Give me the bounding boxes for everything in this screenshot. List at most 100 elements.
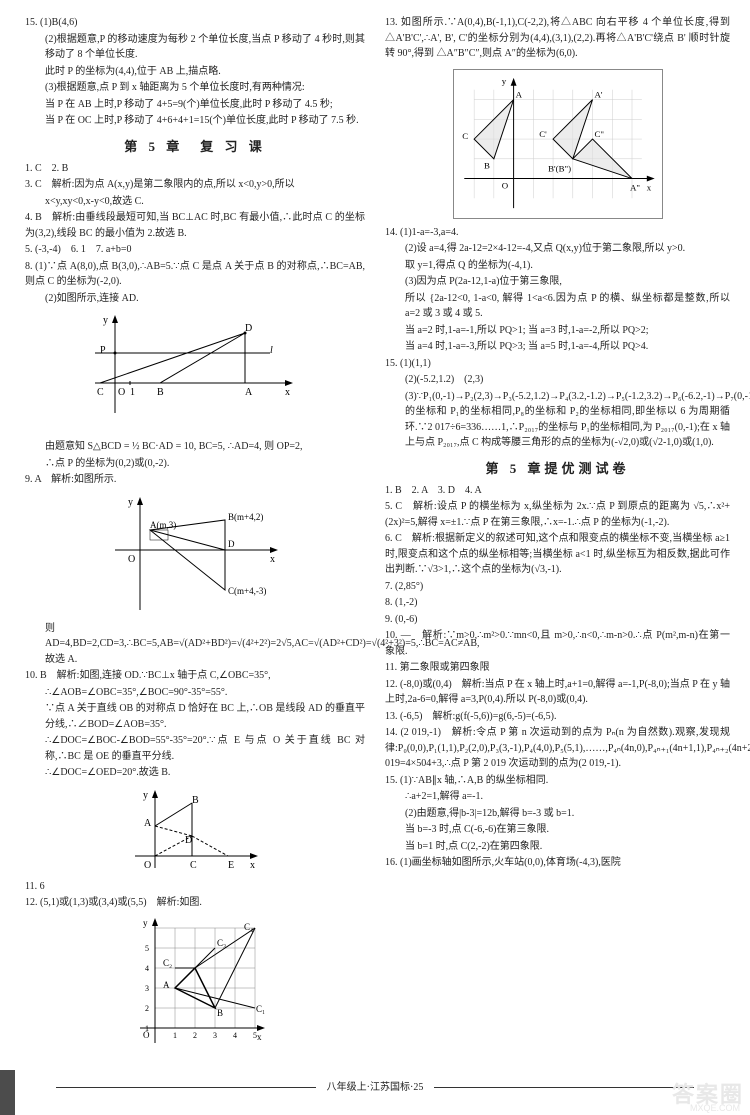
svg-text:x: x xyxy=(285,387,290,398)
svg-text:D: D xyxy=(228,539,235,549)
text-line: 3. C 解析:因为点 A(x,y)是第二象限内的点,所以 x<0,y>0,所以 xyxy=(25,177,365,193)
svg-text:C': C' xyxy=(539,129,547,139)
text-line: 9. (0,-6) xyxy=(385,612,730,628)
scan-edge-artifact xyxy=(0,1070,15,1115)
svg-text:O: O xyxy=(118,387,125,398)
svg-text:B: B xyxy=(192,795,199,806)
figure-q13: x y O A B C A' B'(B") C' A" C" xyxy=(453,69,663,219)
section-title-test: 第 5 章提优测试卷 xyxy=(385,458,730,477)
svg-text:O: O xyxy=(144,860,151,871)
text-line: 当 a=2 时,1-a=-1,所以 PQ>1; 当 a=3 时,1-a=-2,所… xyxy=(385,323,730,339)
text-line: (3)因为点 P(2a-12,1-a)位于第三象限, xyxy=(385,274,730,290)
svg-text:B: B xyxy=(484,160,490,170)
svg-text:A: A xyxy=(163,980,170,990)
svg-text:C₄: C₄ xyxy=(244,922,253,932)
text-line: 6. C 解析:根据新定义的叙述可知,这个点和限变点的横坐标不变,当横坐标 a≥… xyxy=(385,531,730,578)
svg-text:A: A xyxy=(245,387,253,398)
text-line: x<y,xy<0,x-y<0,故选 C. xyxy=(25,194,365,210)
svg-text:A: A xyxy=(515,89,522,99)
svg-text:y: y xyxy=(143,790,148,801)
svg-text:l: l xyxy=(270,345,273,356)
svg-text:4: 4 xyxy=(145,964,149,973)
svg-text:2: 2 xyxy=(193,1031,197,1040)
text-line: 12. (5,1)或(1,3)或(3,4)或(5,5) 解析:如图. xyxy=(25,895,365,911)
svg-text:A: A xyxy=(144,818,152,829)
page-columns: 15. (1)B(4,6) (2)根据题意,P 的移动速度为每秒 2 个单位长度… xyxy=(0,0,750,1060)
svg-text:B(m+4,2): B(m+4,2) xyxy=(228,512,263,522)
text-line: 13. 如图所示.∵A(0,4),B(-1,1),C(-2,2),将△ABC 向… xyxy=(385,15,730,62)
svg-text:x: x xyxy=(257,1032,262,1042)
text-line: 当 b=-3 时,点 C(-6,-6)在第三象限. xyxy=(385,822,730,838)
svg-text:1: 1 xyxy=(145,1024,149,1033)
text-line: 8. (1)∵点 A(8,0),点 B(3,0),∴AB=5.∵点 C 是点 A… xyxy=(25,259,365,290)
text-line: 16. (1)画坐标轴如图所示,火车站(0,0),体育场(-4,3),医院 xyxy=(385,855,730,871)
svg-text:C: C xyxy=(97,387,104,398)
text-line: (2)设 a=4,得 2a-12=2×4-12=-4,又点 Q(x,y)位于第二… xyxy=(385,241,730,257)
svg-text:1: 1 xyxy=(130,387,135,398)
text-line: 12. (-8,0)或(0,4) 解析:当点 P 在 x 轴上时,a+1=0,解… xyxy=(385,677,730,708)
svg-text:B: B xyxy=(157,387,164,398)
text-line: 14. (1)1-a=-3,a=4. xyxy=(385,225,730,241)
svg-text:x: x xyxy=(250,860,255,871)
text-line: 5. C 解析:设点 P 的横坐标为 x,纵坐标为 2x.∵点 P 到原点的距离… xyxy=(385,499,730,530)
text-line: ∴点 P 的坐标为(0,2)或(0,-2). xyxy=(25,456,365,472)
text-line: ∴∠DOC=∠OED=20°.故选 B. xyxy=(25,765,365,781)
svg-text:3: 3 xyxy=(145,984,149,993)
svg-text:3: 3 xyxy=(213,1031,217,1040)
text-line: 当 b=1 时,点 C(2,-2)在第四象限. xyxy=(385,839,730,855)
svg-text:C₂: C₂ xyxy=(163,958,172,968)
watermark-url: MXQE.COM xyxy=(690,1103,740,1113)
svg-text:O: O xyxy=(128,554,135,565)
text-line: 14. (2 019,-1) 解析:令点 P 第 n 次运动到的点为 Pₙ(n … xyxy=(385,725,730,772)
svg-text:E: E xyxy=(228,860,234,871)
text-line: ∴∠DOC=∠BOC-∠BOD=55°-35°=20°.∵点 E 与点 O 关于… xyxy=(25,733,365,764)
text-line: 9. A 解析:如图所示. xyxy=(25,472,365,488)
text-line: ∴a+2=1,解得 a=-1. xyxy=(385,789,730,805)
page-footer: 八年级上·江苏国标·25 xyxy=(0,1078,750,1093)
figure-q8-2: x y O 1 C B A D P l xyxy=(95,313,295,433)
svg-text:P: P xyxy=(100,345,106,356)
text-line: 15. (1)∵AB∥x 轴,∴A,B 的纵坐标相同. xyxy=(385,773,730,789)
text-line: 15. (1)(1,1) xyxy=(385,356,730,372)
svg-text:x: x xyxy=(270,554,275,565)
svg-text:2: 2 xyxy=(145,1004,149,1013)
svg-text:C: C xyxy=(462,131,468,141)
svg-text:A': A' xyxy=(594,89,602,99)
text-line: 1. C 2. B xyxy=(25,161,365,177)
svg-text:5: 5 xyxy=(145,944,149,953)
svg-text:A": A" xyxy=(630,182,640,192)
text-line: ∵点 A 关于直线 OB 的对称点 D 恰好在 BC 上,∴OB 是线段 AD … xyxy=(25,701,365,732)
text-line: ∴∠AOB=∠OBC=35°,∠BOC=90°-35°=55°. xyxy=(25,685,365,701)
svg-text:x: x xyxy=(646,182,651,192)
text-line: 5. (-3,-4) 6. 1 7. a+b=0 xyxy=(25,242,365,258)
svg-text:4: 4 xyxy=(233,1031,237,1040)
text-line: (3)∵P₁(0,-1)→P₂(2,3)→P₃(-5.2,1.2)→P₄(3.2… xyxy=(385,389,730,451)
text-line: (3)根据题意,点 P 到 x 轴距离为 5 个单位长度时,有两种情况: xyxy=(25,80,365,96)
svg-text:y: y xyxy=(103,315,108,326)
figure-q12: y x O 12345 12345 A B C₁ C₂ C₃ C₄ xyxy=(125,918,265,1048)
text-line: 1. B 2. A 3. D 4. A xyxy=(385,483,730,499)
text-line: 取 y=1,得点 Q 的坐标为(-4,1). xyxy=(385,258,730,274)
svg-text:y: y xyxy=(143,918,148,928)
text-line: 10. B 解析:如图,连接 OD.∵BC⊥x 轴于点 C,∠OBC=35°, xyxy=(25,668,365,684)
text-line: 13. (-6,5) 解析:g(f(-5,6))=g(6,-5)=(-6,5). xyxy=(385,709,730,725)
text-line: 当 P 在 AB 上时,P 移动了 4+5=9(个)单位长度,此时 P 移动了 … xyxy=(25,97,365,113)
svg-text:C: C xyxy=(190,860,197,871)
svg-text:5: 5 xyxy=(253,1031,257,1040)
svg-text:C₁: C₁ xyxy=(256,1004,265,1014)
svg-text:C(m+4,-3): C(m+4,-3) xyxy=(228,586,266,596)
figure-q9: y x O A(m,3) B(m+4,2) C(m+4,-3) D xyxy=(110,495,280,615)
svg-text:C": C" xyxy=(594,129,604,139)
svg-text:O: O xyxy=(501,180,508,190)
figure-q10: y x O A B C D E xyxy=(130,788,260,873)
text-line: 8. (1,-2) xyxy=(385,595,730,611)
svg-text:y: y xyxy=(501,75,506,85)
text-line: (2)根据题意,P 的移动速度为每秒 2 个单位长度,当点 P 移动了 4 秒时… xyxy=(25,32,365,63)
text-line: 11. 6 xyxy=(25,879,365,895)
text-line: 当 a=4 时,1-a=-3,所以 PQ>3; 当 a=5 时,1-a=-4,所… xyxy=(385,339,730,355)
svg-text:y: y xyxy=(128,497,133,508)
text-line: 所以 {2a-12<0, 1-a<0, 解得 1<a<6.因为点 P 的横、纵坐… xyxy=(385,291,730,322)
text-line: 当 P 在 OC 上时,P 移动了 4+6+4+1=15(个)单位长度,此时 P… xyxy=(25,113,365,129)
text-line: 由题意知 S△BCD = ½ BC·AD = 10, BC=5, ∴AD=4, … xyxy=(25,439,365,455)
text-line: 7. (2,85°) xyxy=(385,579,730,595)
